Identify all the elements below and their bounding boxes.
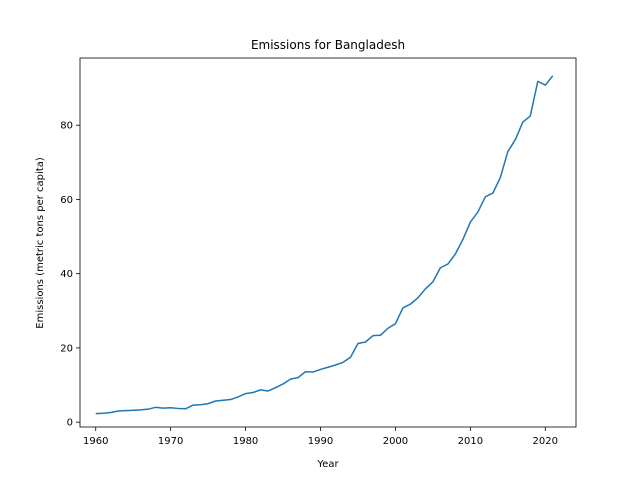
y-tick-label: 60 — [60, 195, 73, 206]
y-axis-label: Emissions (metric tons per capita) — [35, 157, 46, 329]
x-axis: 1960 1970 1980 1990 2000 2010 2020 — [83, 427, 558, 447]
x-tick-label: 2010 — [458, 436, 483, 447]
plot-area — [95, 75, 554, 415]
y-tick-label: 80 — [60, 121, 73, 132]
y-axis: 0 20 40 60 80 — [60, 121, 80, 429]
y-tick-label: 40 — [60, 269, 73, 280]
y-tick-label: 20 — [60, 343, 73, 354]
x-tick-label: 1980 — [233, 436, 258, 447]
plot-frame — [79, 57, 577, 428]
series-line-0 — [95, 75, 554, 415]
x-tick-label: 2020 — [533, 436, 558, 447]
x-axis-label: Year — [316, 459, 339, 470]
x-tick-label: 1970 — [158, 436, 183, 447]
chart-title: Emissions for Bangladesh — [251, 38, 405, 52]
y-tick-label: 0 — [67, 418, 73, 429]
x-tick-label: 2000 — [383, 436, 408, 447]
x-tick-label: 1960 — [83, 436, 108, 447]
x-tick-label: 1990 — [308, 436, 333, 447]
